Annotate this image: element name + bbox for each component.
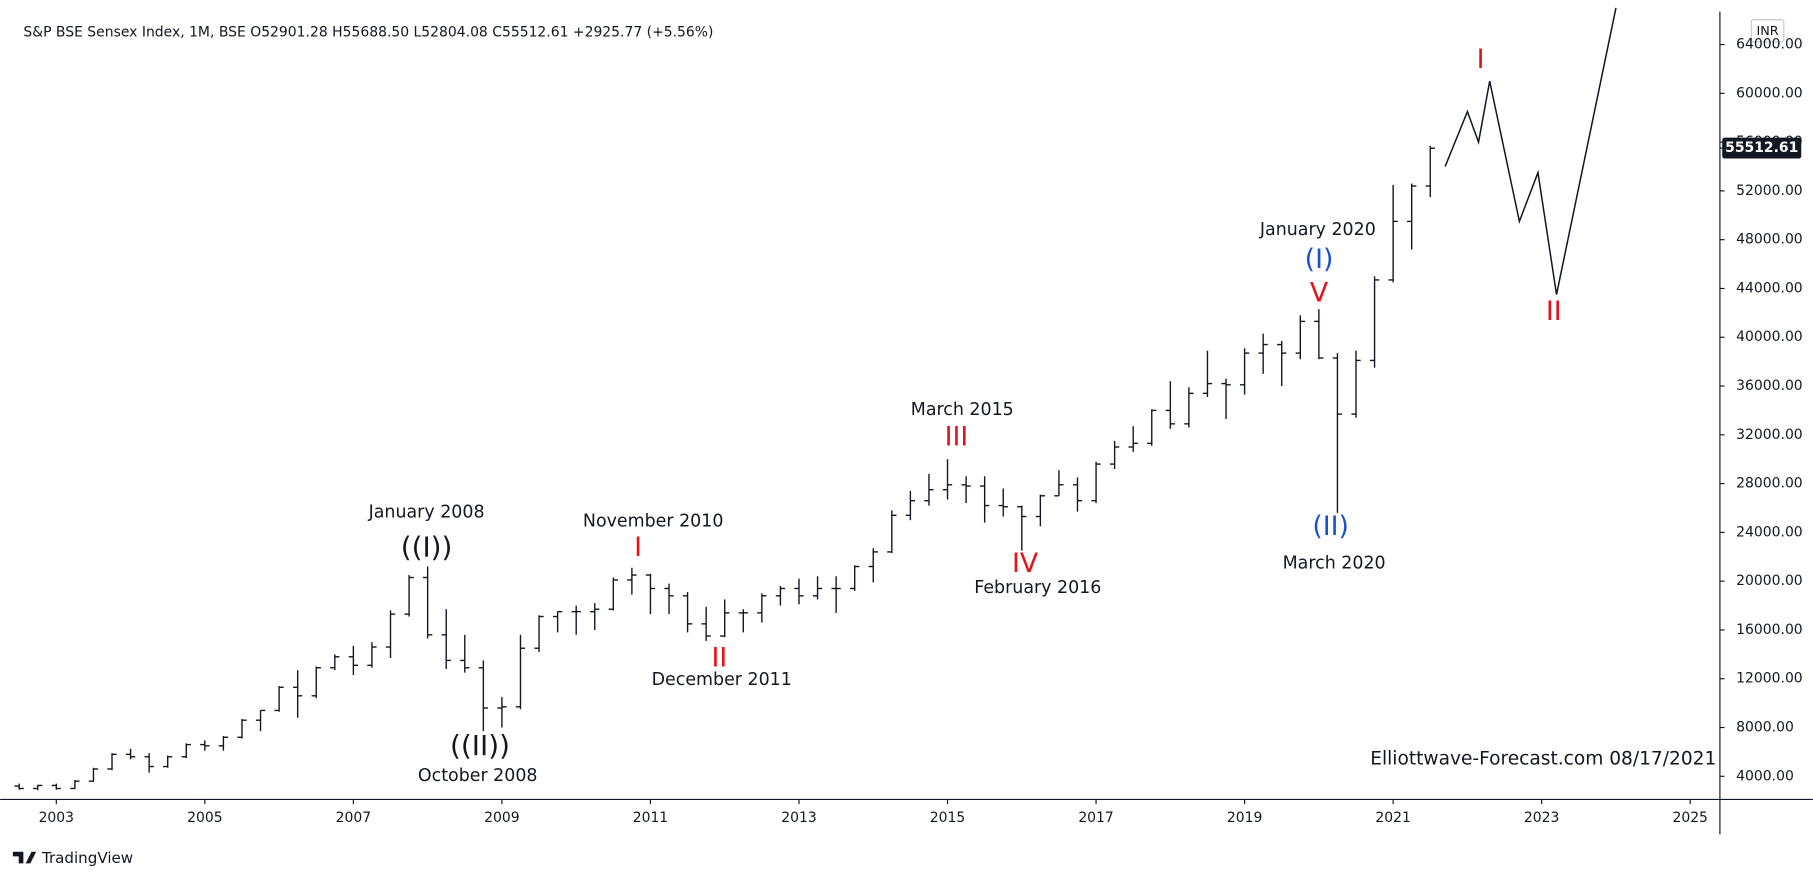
x-tick-label: 2003 [39,810,74,826]
y-tick-label: 4000.00 [1736,768,1794,784]
x-tick-label: 2009 [484,810,519,826]
annotation: (I) [1305,244,1334,275]
annotation: November 2010 [583,512,724,532]
annotation: February 2016 [974,578,1101,598]
annotation: March 2020 [1283,554,1386,574]
annotation: I [1477,44,1485,75]
x-tick-label: 2007 [336,810,371,826]
y-tick-label: 40000.00 [1736,329,1803,345]
y-tick-label: 12000.00 [1736,671,1803,687]
annotation: II [712,642,728,673]
x-tick-label: 2013 [781,810,816,826]
x-tick-label: 2025 [1672,810,1707,826]
last-price-box [1722,137,1802,159]
annotation: ((II)) [450,729,510,762]
y-tick-label: 32000.00 [1736,427,1803,443]
x-tick-label: 2015 [930,810,965,826]
annotation: December 2011 [652,670,792,690]
y-tick-label: 8000.00 [1736,720,1794,736]
annotation: October 2008 [418,766,538,786]
y-tick-label: 48000.00 [1736,232,1803,248]
y-tick-label: 36000.00 [1736,378,1803,394]
y-tick-label: 60000.00 [1736,85,1803,101]
x-tick-label: 2019 [1227,810,1262,826]
x-tick-label: 2017 [1078,810,1113,826]
projection-line [1444,7,1617,295]
x-tick-label: 2021 [1375,810,1410,826]
annotation: January 2020 [1259,220,1376,240]
y-tick-label: 16000.00 [1736,622,1803,638]
annotation: (II) [1312,511,1349,542]
y-tick-label: 28000.00 [1736,476,1803,492]
brand-logo [12,851,37,864]
currency: INR [1756,24,1778,39]
y-tick-label: 20000.00 [1736,573,1803,589]
x-tick-label: 2011 [633,810,668,826]
annotation: V [1310,277,1329,308]
brand: TradingView [41,849,133,867]
annotation: II [1546,296,1562,327]
annotation: January 2008 [368,502,485,522]
annotation: ((I)) [401,530,453,563]
y-tick-label: 52000.00 [1736,183,1803,199]
last-price-label: 55512.61 [1725,140,1798,156]
x-tick-label: 2023 [1524,810,1559,826]
x-tick-label: 2005 [187,810,222,826]
annotation: Elliottwave-Forecast.com 08/17/2021 [1370,748,1716,769]
y-tick-label: 44000.00 [1736,280,1803,296]
annotation: I [634,532,642,563]
chart-title: S&P BSE Sensex Index, 1M, BSE O52901.28 … [23,25,713,41]
annotation: III [945,422,969,453]
annotation: March 2015 [911,400,1014,420]
currency-box [1750,19,1785,43]
y-tick-label: 24000.00 [1736,524,1803,540]
annotation: IV [1012,548,1039,579]
y-tick-label: 64000.00 [1736,37,1803,53]
